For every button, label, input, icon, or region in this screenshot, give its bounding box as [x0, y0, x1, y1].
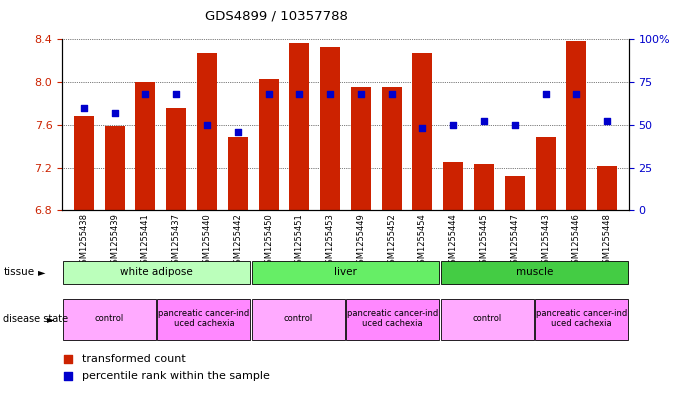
Text: percentile rank within the sample: percentile rank within the sample	[82, 371, 270, 381]
Bar	[158, 299, 250, 340]
Bar	[346, 299, 439, 340]
Bar	[597, 167, 617, 210]
Text: ►: ►	[47, 314, 55, 324]
Text: control: control	[473, 314, 502, 323]
Point	[602, 118, 613, 125]
Bar	[228, 136, 248, 210]
Text: tissue: tissue	[3, 267, 35, 277]
Text: ►: ►	[38, 267, 46, 277]
Bar	[252, 299, 345, 340]
Point	[417, 125, 428, 131]
Bar	[197, 53, 217, 210]
Text: pancreatic cancer-ind
uced cachexia: pancreatic cancer-ind uced cachexia	[347, 309, 438, 328]
Bar	[104, 126, 124, 210]
Point	[448, 122, 459, 128]
Point	[62, 373, 73, 379]
Point	[171, 91, 182, 97]
Point	[479, 118, 490, 125]
Point	[540, 91, 551, 97]
Text: transformed count: transformed count	[82, 354, 186, 364]
Bar	[252, 261, 439, 284]
Bar	[536, 136, 556, 210]
Text: white adipose: white adipose	[120, 266, 193, 277]
Bar	[74, 116, 94, 210]
Point	[571, 91, 582, 97]
Point	[509, 122, 520, 128]
Bar	[567, 41, 587, 210]
Bar	[351, 87, 371, 210]
Text: GDS4899 / 10357788: GDS4899 / 10357788	[205, 10, 348, 23]
Bar	[63, 299, 156, 340]
Bar	[63, 261, 250, 284]
Bar	[443, 162, 463, 210]
Bar	[320, 47, 340, 210]
Bar	[535, 299, 628, 340]
Bar	[290, 42, 310, 210]
Text: muscle: muscle	[515, 266, 553, 277]
Text: control: control	[95, 314, 124, 323]
Bar	[505, 176, 525, 210]
Bar	[135, 82, 155, 210]
Point	[386, 91, 397, 97]
Point	[325, 91, 336, 97]
Text: control: control	[284, 314, 313, 323]
Point	[109, 110, 120, 116]
Bar	[441, 299, 533, 340]
Bar	[166, 108, 186, 210]
Point	[355, 91, 366, 97]
Point	[78, 105, 89, 111]
Bar	[381, 87, 401, 210]
Bar	[441, 261, 628, 284]
Text: disease state: disease state	[3, 314, 68, 324]
Point	[62, 356, 73, 362]
Bar	[258, 79, 278, 210]
Point	[232, 129, 243, 135]
Text: pancreatic cancer-ind
uced cachexia: pancreatic cancer-ind uced cachexia	[536, 309, 627, 328]
Point	[294, 91, 305, 97]
Point	[201, 122, 212, 128]
Point	[263, 91, 274, 97]
Bar	[474, 164, 494, 210]
Bar	[413, 53, 433, 210]
Text: pancreatic cancer-ind
uced cachexia: pancreatic cancer-ind uced cachexia	[158, 309, 249, 328]
Point	[140, 91, 151, 97]
Text: liver: liver	[334, 266, 357, 277]
